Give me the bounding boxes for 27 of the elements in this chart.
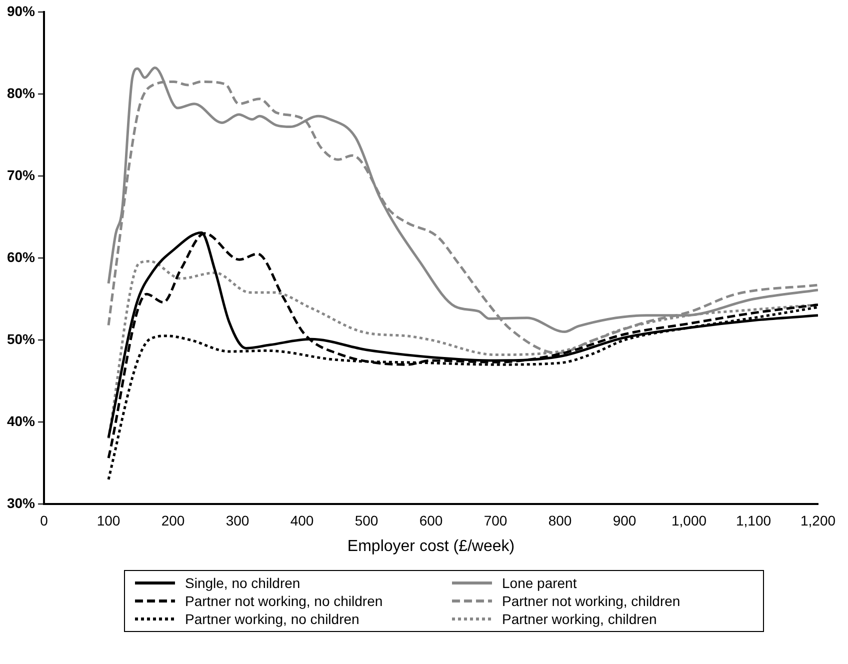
y-tick-label: 60%: [6, 248, 36, 265]
y-tick-label: 90%: [6, 2, 36, 19]
y-tick-label: 70%: [6, 166, 36, 183]
legend-label: Lone parent: [502, 575, 577, 591]
legend-label: Single, no children: [185, 575, 300, 591]
legend-label: Partner not working, no children: [185, 593, 383, 609]
x-tick-label: 700: [484, 512, 508, 528]
y-tick-label: 30%: [6, 494, 36, 511]
x-tick-label: 600: [419, 512, 443, 528]
x-tick-label: 400: [290, 512, 314, 528]
x-tick-label: 900: [612, 512, 636, 528]
x-tick-label: 800: [548, 512, 572, 528]
x-tick-label: 1,100: [736, 512, 772, 528]
x-tick-label: 0: [40, 512, 48, 528]
x-tick-label: 200: [161, 512, 185, 528]
y-tick-label: 80%: [6, 84, 36, 101]
y-tick-label: 50%: [6, 330, 36, 347]
legend-label: Partner working, children: [502, 611, 657, 627]
x-tick-label: 300: [226, 512, 250, 528]
x-tick-label: 500: [354, 512, 378, 528]
x-tick-label: 100: [96, 512, 120, 528]
y-tick-label: 40%: [6, 412, 36, 429]
legend-label: Partner not working, children: [502, 593, 680, 609]
x-tick-label: 1,200: [800, 512, 836, 528]
x-axis-title: Employer cost (£/week): [347, 538, 515, 555]
x-tick-label: 1,000: [671, 512, 707, 528]
legend-label: Partner working, no children: [185, 611, 360, 627]
